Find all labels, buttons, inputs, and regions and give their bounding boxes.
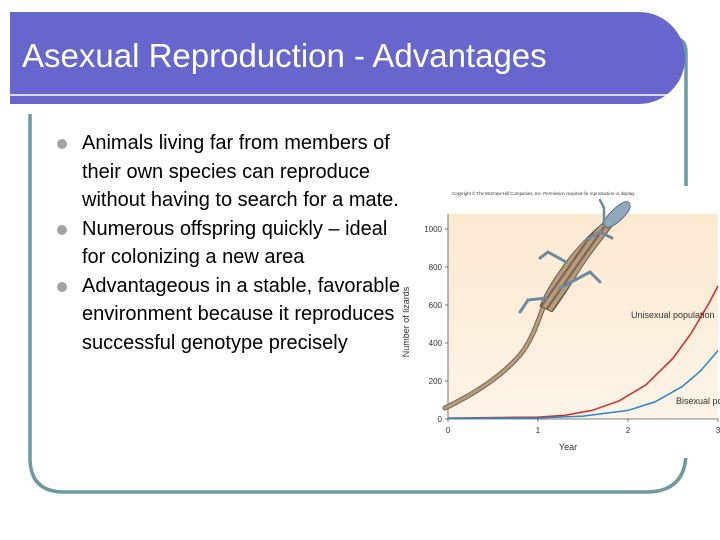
bullet-text: Numerous offspring quickly – ideal for c… [82,217,388,269]
bullet-text: Animals living far from members of their… [82,132,399,211]
bullet-icon [57,139,67,149]
bisexual-population-label: Bisexual population [676,396,720,406]
bullet-icon [57,224,67,235]
y-tick-label: 600 [429,301,443,310]
x-tick-label: 3 [716,426,720,435]
copyright-text: Copyright © The McGraw-Hill Companies, I… [452,191,635,196]
x-tick-label: 2 [626,426,631,435]
bullet-text: Advantageous in a stable, favorable envi… [82,274,412,354]
x-axis-ticks: 0 1 2 3 [446,419,720,435]
y-tick-label: 400 [429,339,443,348]
bullet-icon [57,281,67,292]
title-bar [10,12,685,104]
y-tick-label: 800 [429,263,443,272]
series-line-unisexual [447,285,719,419]
bullet-item: Animals living far from members of their… [56,129,416,215]
x-axis-label: Year [559,442,577,452]
y-tick-label: 200 [429,377,443,386]
slide-title: Asexual Reproduction - Advantages [22,37,547,74]
series-line-bisexual [447,350,719,420]
y-tick-label: 0 [438,415,443,424]
x-tick-label: 1 [536,426,541,435]
bullet-list: Animals living far from members of their… [56,129,416,357]
lizard-population-figure: Copyright © The McGraw-Hill Companies, I… [400,186,720,458]
lizard-illustration [442,198,631,411]
bullet-item: Advantageous in a stable, favorable envi… [56,272,416,358]
y-axis-label: Number of lizards [401,286,411,357]
y-tick-label: 1000 [424,225,442,234]
y-axis-ticks: 0 200 400 600 800 1000 [424,225,448,424]
x-tick-label: 0 [446,426,451,435]
bullet-item: Numerous offspring quickly – ideal for c… [56,215,416,272]
unisexual-population-label: Unisexual population [631,310,715,320]
